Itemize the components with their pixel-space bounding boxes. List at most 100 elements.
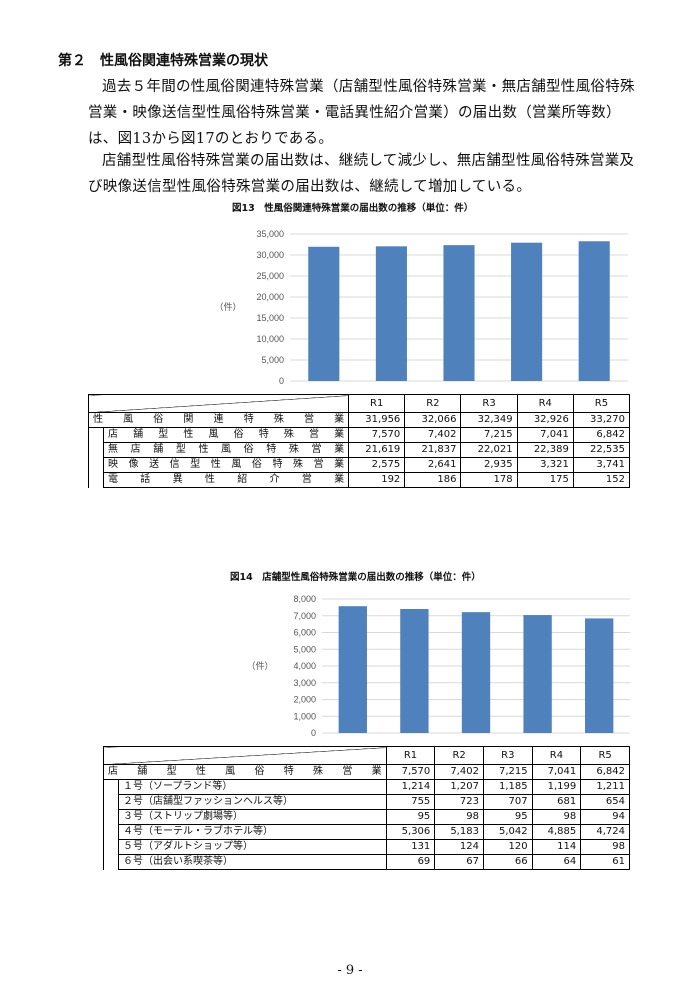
cell: 120	[482, 839, 533, 855]
bar	[511, 242, 543, 381]
row-label: 映像送信型性風俗特殊営業	[102, 457, 350, 473]
y-axis-label: （件）	[250, 660, 274, 671]
cell: 22,021	[460, 442, 518, 458]
row-label: ２号（店舗型ファッションヘルス等）	[118, 794, 387, 810]
header-row: R1 R2 R3 R4 R5	[103, 746, 630, 765]
header-row: R1 R2 R3 R4 R5	[87, 394, 631, 413]
y-tick-label: 6,000	[293, 628, 316, 638]
column-header: R4	[531, 746, 582, 765]
bar	[308, 246, 340, 381]
indent-cell	[103, 809, 119, 825]
y-tick-label: 2,000	[293, 695, 316, 705]
indent-cell	[103, 794, 119, 810]
cell: 152	[572, 472, 631, 488]
table-row: ２号（店舗型ファッションヘルス等） 755 723 707 681 654	[103, 794, 630, 810]
cell: 6,842	[580, 764, 630, 780]
y-tick-label: 35,000	[256, 229, 284, 239]
indent-cell	[103, 824, 119, 840]
y-tick-label: 5,000	[293, 644, 316, 654]
table-row: １号（ソープランド等） 1,214 1,207 1,185 1,199 1,211	[103, 779, 630, 795]
table-row: 電話異性紹介営業 192 186 178 175 152	[88, 472, 631, 488]
cell: 175	[516, 472, 574, 488]
cell: 61	[580, 854, 630, 870]
bar	[400, 609, 429, 733]
row-label: ３号（ストリップ劇場等）	[118, 809, 387, 825]
cell: 4,885	[531, 824, 582, 840]
cell: 1,207	[434, 779, 484, 795]
row-label: １号（ソープランド等）	[118, 779, 387, 795]
table-row: ６号（出会い系喫茶等） 69 67 66 64 61	[103, 854, 630, 870]
table-row: 無店舗型性風俗特殊営業 21,619 21,837 22,021 22,389 22,53…	[88, 442, 631, 458]
cell: 5,306	[385, 824, 436, 840]
y-tick-label: 4,000	[293, 661, 316, 671]
cell: 2,575	[348, 457, 406, 473]
column-header: R2	[404, 394, 462, 413]
indent-cell	[103, 854, 119, 870]
y-tick-label: 25,000	[256, 271, 284, 281]
indent-cell	[103, 839, 119, 855]
cell: 186	[404, 472, 462, 488]
chart-title: 図14 店舗型性風俗特殊営業の届出数の推移（単位：件）	[230, 572, 481, 583]
cell: 94	[580, 809, 630, 825]
bar	[578, 241, 610, 381]
y-axis-label: （件）	[214, 301, 241, 312]
row-label: 無店舗型性風俗特殊営業	[102, 442, 350, 458]
indent-cell	[88, 472, 104, 488]
cell: 32,926	[516, 412, 574, 428]
chart-title: 図13 性風俗関連特殊営業の届出数の推移（単位：件）	[232, 203, 474, 214]
paragraph: 店舗型性風俗特殊営業の届出数は、継続して減少し、無店舗型性風俗特殊営業及び映像送…	[88, 153, 635, 195]
cell: 21,837	[404, 442, 462, 458]
cell: 2,641	[404, 457, 462, 473]
cell: 114	[531, 839, 582, 855]
bar	[523, 615, 552, 733]
row-label: 店舗型性風俗特殊営業	[103, 764, 387, 780]
bar	[443, 245, 475, 381]
column-header: R4	[516, 394, 574, 413]
cell: 21,619	[348, 442, 406, 458]
row-label: 性風俗関連特殊営業	[87, 412, 350, 428]
row-label: ６号（出会い系喫茶等）	[118, 854, 387, 870]
cell: 1,199	[531, 779, 582, 795]
column-header: R5	[572, 394, 631, 413]
cell: 6,842	[572, 427, 631, 443]
table-row: 映像送信型性風俗特殊営業 2,575 2,641 2,935 3,321 3,741	[88, 457, 631, 473]
indent-cell	[88, 427, 104, 443]
cell: 98	[531, 809, 582, 825]
cell: 1,211	[580, 779, 630, 795]
paragraph: 過去５年間の性風俗関連特殊営業（店舗型性風俗特殊営業・無店舗型性風俗特殊営業・映…	[88, 79, 635, 147]
cell: 707	[482, 794, 533, 810]
cell: 32,349	[460, 412, 518, 428]
cell: 7,402	[434, 764, 484, 780]
indent-cell	[88, 457, 104, 473]
y-tick-label: 30,000	[256, 250, 284, 260]
bar-chart: 0 1,000 2,000 3,000 4,000 5,000 6,000 7,000 8,00…	[250, 594, 630, 738]
cell: 5,042	[482, 824, 533, 840]
y-tick-label: 0	[311, 728, 316, 738]
cell: 1,185	[482, 779, 533, 795]
cell: 1,214	[385, 779, 436, 795]
y-tick-label: 7,000	[293, 611, 316, 621]
data-table: R1 R2 R3 R4 R5 性風俗関連特殊営業 31,956 32,066 32,349 32,…	[87, 394, 631, 488]
cell: 31,956	[348, 412, 406, 428]
cell: 66	[482, 854, 533, 870]
y-tick-label: 3,000	[293, 678, 316, 688]
table-row: ５号（アダルトショップ等） 131 124 120 114 98	[103, 839, 630, 855]
cell: 192	[348, 472, 406, 488]
y-tick-label: 10,000	[256, 334, 284, 344]
cell: 32,066	[404, 412, 462, 428]
column-header: R3	[482, 746, 533, 765]
cell: 22,389	[516, 442, 574, 458]
row-label: 電話異性紹介営業	[102, 472, 350, 488]
corner-cell	[103, 746, 387, 765]
bar-chart: 0 5,000 10,000 15,000 20,000 25,000 30,000 35,0…	[214, 229, 628, 386]
cell: 7,041	[516, 427, 574, 443]
cell: 7,215	[460, 427, 518, 443]
cell: 3,321	[516, 457, 574, 473]
cell: 98	[580, 839, 630, 855]
y-tick-label: 15,000	[256, 313, 284, 323]
cell: 95	[482, 809, 533, 825]
corner-cell	[87, 394, 350, 413]
row-label: ４号（モーテル・ラブホテル等）	[118, 824, 387, 840]
cell: 755	[385, 794, 436, 810]
cell: 33,270	[572, 412, 631, 428]
